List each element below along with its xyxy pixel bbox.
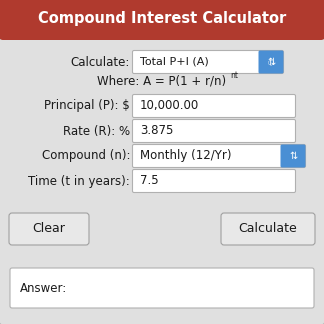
Text: Monthly (12/Yr): Monthly (12/Yr) — [140, 149, 232, 163]
Text: Calculate: Calculate — [238, 223, 297, 236]
FancyBboxPatch shape — [281, 145, 306, 168]
FancyBboxPatch shape — [9, 213, 89, 245]
Text: Answer:: Answer: — [20, 282, 67, 295]
Text: 10,000.00: 10,000.00 — [140, 99, 199, 112]
FancyBboxPatch shape — [0, 0, 324, 40]
Text: 7.5: 7.5 — [140, 175, 159, 188]
Text: Clear: Clear — [33, 223, 65, 236]
Bar — [3, 19, 321, 36]
Text: Principal (P): $: Principal (P): $ — [44, 99, 130, 112]
Bar — [260, 52, 271, 72]
Text: Rate (R): %: Rate (R): % — [63, 124, 130, 137]
Text: ⇅: ⇅ — [267, 57, 275, 67]
FancyBboxPatch shape — [133, 51, 284, 74]
FancyBboxPatch shape — [133, 169, 295, 192]
FancyBboxPatch shape — [10, 268, 314, 308]
Text: ⇅: ⇅ — [289, 151, 297, 161]
Text: Calculate:: Calculate: — [71, 55, 130, 68]
FancyBboxPatch shape — [133, 120, 295, 143]
FancyBboxPatch shape — [133, 95, 295, 118]
Bar — [282, 146, 293, 166]
FancyBboxPatch shape — [133, 145, 306, 168]
Text: Total P+I (A): Total P+I (A) — [140, 57, 209, 67]
Text: nt: nt — [230, 72, 238, 80]
Text: ⬡: ⬡ — [268, 59, 274, 65]
Text: Compound Interest Calculator: Compound Interest Calculator — [38, 11, 286, 27]
FancyBboxPatch shape — [221, 213, 315, 245]
Text: Compound (n):: Compound (n): — [41, 149, 130, 163]
Text: Where: A = P(1 + r/n): Where: A = P(1 + r/n) — [98, 75, 226, 87]
Text: Time (t in years):: Time (t in years): — [28, 175, 130, 188]
Text: 3.875: 3.875 — [140, 124, 173, 137]
FancyBboxPatch shape — [259, 51, 284, 74]
